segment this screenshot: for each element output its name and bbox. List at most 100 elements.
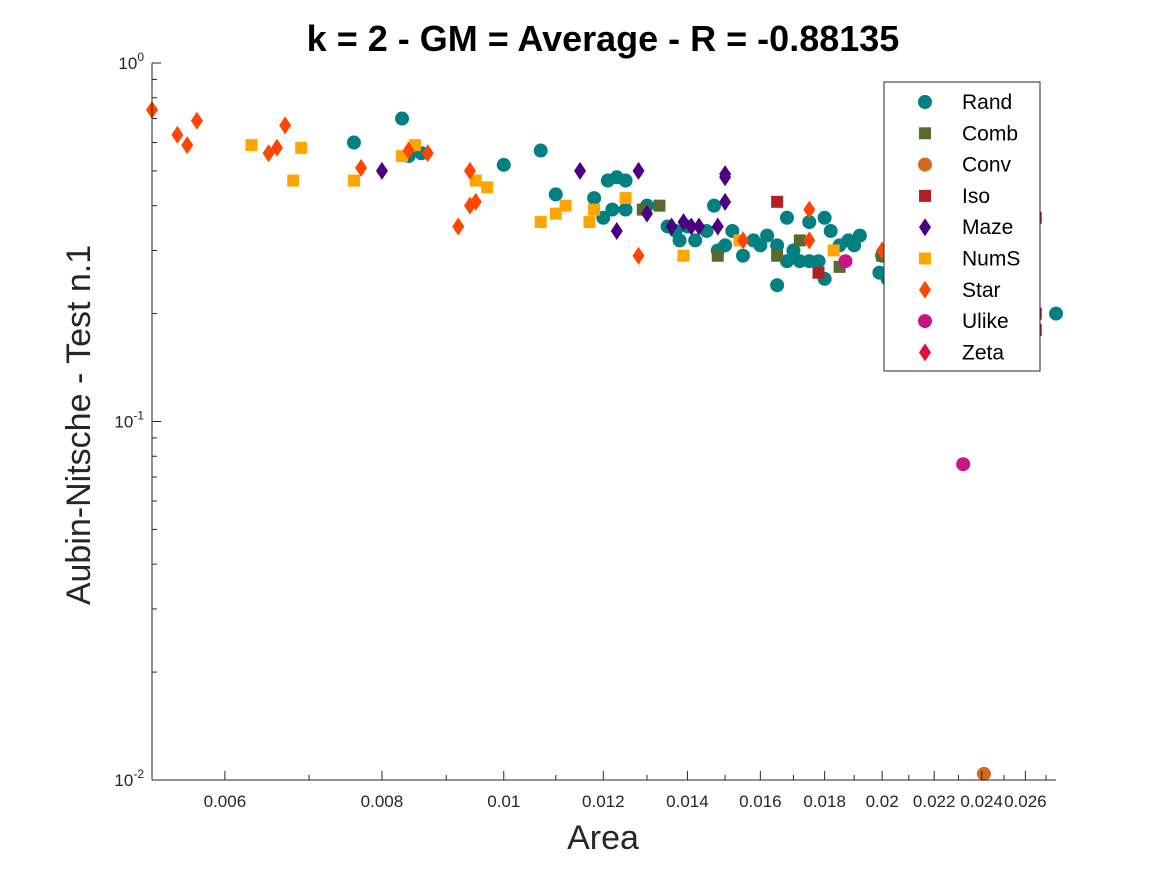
data-point-rand xyxy=(852,228,867,243)
data-point-maze xyxy=(574,161,587,180)
data-point-rand xyxy=(753,238,768,253)
x-tick-label: 0.024 xyxy=(960,792,1003,811)
legend-marker-comb xyxy=(919,127,931,140)
data-point-nums xyxy=(677,249,690,262)
legend-label-star: Star xyxy=(962,279,1001,302)
x-tick-label: 0.016 xyxy=(739,792,782,811)
data-point-star xyxy=(421,144,434,163)
data-point-nums xyxy=(588,203,601,216)
data-point-iso xyxy=(812,266,825,279)
data-point-rand xyxy=(395,111,410,126)
data-point-star xyxy=(469,192,482,211)
legend-box xyxy=(883,81,1041,372)
x-tick-label: 0.012 xyxy=(582,792,625,811)
data-point-star xyxy=(279,116,292,135)
data-point-maze xyxy=(610,221,623,240)
data-point-nums xyxy=(827,244,840,257)
x-tick-label: 0.018 xyxy=(803,792,846,811)
data-point-nums xyxy=(549,207,562,220)
data-point-nums xyxy=(469,174,482,187)
legend-marker-iso xyxy=(919,189,931,202)
data-point-rand xyxy=(770,278,785,293)
data-point-maze xyxy=(375,161,388,180)
x-tick-label: 0.01 xyxy=(487,792,520,811)
legend-label-comb: Comb xyxy=(962,122,1018,145)
y-axis-label: Aubin-Nitsche - Test n.1 xyxy=(60,245,98,605)
data-point-maze xyxy=(640,204,653,223)
data-point-rand xyxy=(823,223,838,238)
legend-marker-rand xyxy=(918,95,932,109)
data-point-nums xyxy=(481,181,494,194)
data-point-rand xyxy=(533,143,548,158)
data-point-rand xyxy=(672,233,687,248)
legend-label-rand: Rand xyxy=(962,91,1012,114)
data-point-comb xyxy=(793,234,806,247)
x-tick-label: 0.006 xyxy=(204,792,247,811)
data-point-iso xyxy=(771,195,784,208)
data-point-nums xyxy=(287,174,300,187)
data-point-nums xyxy=(295,141,308,154)
data-point-star xyxy=(803,200,816,219)
y-tick-label: 10-1 xyxy=(114,409,144,432)
data-point-star xyxy=(463,161,476,180)
data-point-rand xyxy=(736,248,751,263)
data-point-rand xyxy=(770,238,785,253)
data-point-star xyxy=(270,138,283,157)
data-point-rand xyxy=(811,254,826,269)
data-point-star xyxy=(632,246,645,265)
data-point-rand xyxy=(688,233,703,248)
data-point-rand xyxy=(707,198,722,213)
data-point-star xyxy=(452,217,465,236)
x-tick-label: 0.022 xyxy=(913,792,956,811)
data-point-rand xyxy=(618,202,633,217)
data-point-comb xyxy=(711,249,724,262)
data-point-star xyxy=(737,231,750,250)
data-point-star xyxy=(402,141,415,160)
data-point-rand xyxy=(718,238,733,253)
data-point-ulike xyxy=(956,457,971,472)
data-point-nums xyxy=(245,139,258,152)
data-point-star xyxy=(803,231,816,250)
x-tick-label: 0.026 xyxy=(1004,792,1047,811)
legend-label-ulike: Ulike xyxy=(962,310,1009,333)
chart-title: k = 2 - GM = Average - R = -0.88135 xyxy=(307,18,900,59)
legend-marker-nums xyxy=(919,252,931,265)
legend-label-zeta: Zeta xyxy=(962,341,1004,364)
legend-marker-conv xyxy=(918,157,932,172)
legend-label-nums: NumS xyxy=(962,248,1020,271)
legend-marker-zeta xyxy=(919,343,931,362)
data-point-rand xyxy=(496,157,511,172)
data-point-nums xyxy=(619,192,632,205)
x-axis-label: Area xyxy=(567,819,639,857)
data-point-rand xyxy=(786,243,801,258)
data-point-maze xyxy=(693,217,706,236)
plot-marks xyxy=(146,100,1063,781)
data-point-star xyxy=(181,136,194,155)
data-point-rand xyxy=(1049,306,1063,321)
legend-marker-maze xyxy=(919,218,931,237)
data-point-rand xyxy=(779,254,794,269)
legend-label-conv: Conv xyxy=(962,154,1012,177)
data-point-nums xyxy=(559,199,572,212)
legend-marker-ulike xyxy=(918,314,932,329)
data-point-maze xyxy=(632,161,645,180)
data-point-nums xyxy=(347,174,360,187)
data-point-rand xyxy=(618,173,633,188)
legend-label-iso: Iso xyxy=(962,185,990,208)
data-point-rand xyxy=(802,215,817,230)
data-point-rand xyxy=(587,191,602,206)
x-tick-label: 0.008 xyxy=(361,792,404,811)
data-point-rand xyxy=(346,135,361,150)
data-point-maze xyxy=(665,217,678,236)
data-point-maze xyxy=(719,192,732,211)
data-point-rand xyxy=(779,210,794,225)
data-point-comb xyxy=(653,199,666,212)
data-point-rand xyxy=(605,202,620,217)
data-point-maze xyxy=(719,168,732,187)
data-point-star xyxy=(190,111,203,130)
data-point-maze xyxy=(711,217,724,236)
data-point-star xyxy=(355,158,368,177)
y-tick-label: 10-2 xyxy=(114,767,144,790)
data-point-nums xyxy=(583,216,596,229)
